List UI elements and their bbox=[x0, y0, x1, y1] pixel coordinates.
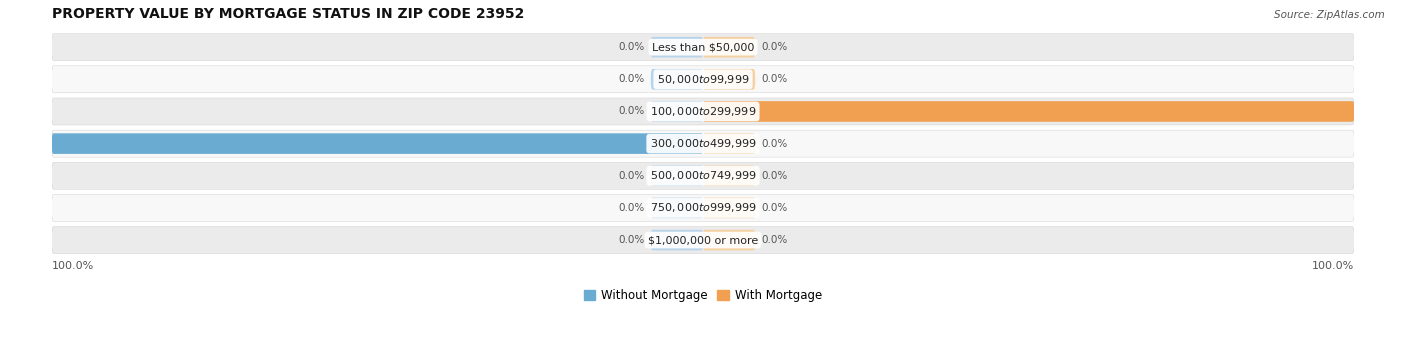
Text: PROPERTY VALUE BY MORTGAGE STATUS IN ZIP CODE 23952: PROPERTY VALUE BY MORTGAGE STATUS IN ZIP… bbox=[52, 7, 524, 21]
FancyBboxPatch shape bbox=[703, 166, 755, 186]
FancyBboxPatch shape bbox=[651, 230, 703, 250]
Text: 0.0%: 0.0% bbox=[619, 171, 644, 181]
FancyBboxPatch shape bbox=[52, 226, 1354, 254]
FancyBboxPatch shape bbox=[703, 133, 755, 154]
Text: 100.0%: 100.0% bbox=[52, 261, 94, 271]
Text: 100.0%: 100.0% bbox=[6, 139, 45, 149]
Text: 0.0%: 0.0% bbox=[619, 74, 644, 84]
Text: 0.0%: 0.0% bbox=[762, 235, 787, 245]
Text: 0.0%: 0.0% bbox=[619, 106, 644, 117]
Text: 100.0%: 100.0% bbox=[1312, 261, 1354, 271]
Text: 0.0%: 0.0% bbox=[762, 42, 787, 52]
FancyBboxPatch shape bbox=[703, 198, 755, 218]
FancyBboxPatch shape bbox=[52, 130, 1354, 157]
FancyBboxPatch shape bbox=[703, 101, 1354, 122]
Text: Source: ZipAtlas.com: Source: ZipAtlas.com bbox=[1274, 10, 1385, 20]
Text: 0.0%: 0.0% bbox=[762, 203, 787, 213]
FancyBboxPatch shape bbox=[651, 198, 703, 218]
FancyBboxPatch shape bbox=[651, 166, 703, 186]
Text: $300,000 to $499,999: $300,000 to $499,999 bbox=[650, 137, 756, 150]
Text: 0.0%: 0.0% bbox=[619, 235, 644, 245]
FancyBboxPatch shape bbox=[52, 98, 1354, 125]
Text: 0.0%: 0.0% bbox=[762, 74, 787, 84]
FancyBboxPatch shape bbox=[703, 69, 755, 90]
Text: 0.0%: 0.0% bbox=[619, 203, 644, 213]
Text: $100,000 to $299,999: $100,000 to $299,999 bbox=[650, 105, 756, 118]
Legend: Without Mortgage, With Mortgage: Without Mortgage, With Mortgage bbox=[579, 284, 827, 307]
FancyBboxPatch shape bbox=[703, 230, 755, 250]
Text: $500,000 to $749,999: $500,000 to $749,999 bbox=[650, 169, 756, 182]
FancyBboxPatch shape bbox=[651, 37, 703, 57]
Text: 0.0%: 0.0% bbox=[762, 171, 787, 181]
Text: $1,000,000 or more: $1,000,000 or more bbox=[648, 235, 758, 245]
FancyBboxPatch shape bbox=[651, 69, 703, 90]
Text: 100.0%: 100.0% bbox=[1361, 106, 1400, 117]
FancyBboxPatch shape bbox=[651, 101, 703, 122]
FancyBboxPatch shape bbox=[52, 162, 1354, 189]
Text: 0.0%: 0.0% bbox=[762, 139, 787, 149]
Text: $750,000 to $999,999: $750,000 to $999,999 bbox=[650, 201, 756, 215]
FancyBboxPatch shape bbox=[52, 194, 1354, 221]
FancyBboxPatch shape bbox=[703, 37, 755, 57]
FancyBboxPatch shape bbox=[52, 133, 703, 154]
FancyBboxPatch shape bbox=[52, 66, 1354, 93]
Text: Less than $50,000: Less than $50,000 bbox=[652, 42, 754, 52]
Text: $50,000 to $99,999: $50,000 to $99,999 bbox=[657, 73, 749, 86]
FancyBboxPatch shape bbox=[52, 34, 1354, 61]
Text: 0.0%: 0.0% bbox=[619, 42, 644, 52]
